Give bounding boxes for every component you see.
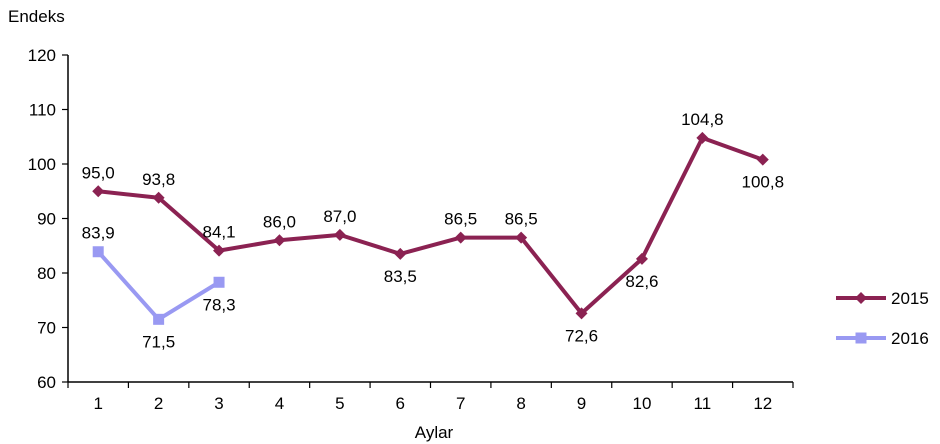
y-axis-title: Endeks (8, 7, 65, 26)
data-label: 100,8 (742, 173, 785, 192)
x-tick-label: 9 (577, 394, 586, 413)
data-label: 83,5 (384, 267, 417, 286)
legend-marker (855, 292, 867, 304)
legend: 2015 2016 (836, 289, 929, 348)
y-tick-label: 120 (28, 46, 56, 65)
legend-item: 2016 (836, 329, 929, 348)
data-label: 86,0 (263, 212, 296, 231)
y-tick-label: 60 (37, 373, 56, 392)
series-line (96, 250, 221, 322)
data-point (92, 185, 105, 198)
data-label: 87,0 (323, 207, 356, 226)
data-point (394, 247, 407, 260)
data-point (756, 153, 769, 166)
data-label: 95,0 (82, 163, 115, 182)
x-tick-label: 6 (396, 394, 405, 413)
x-tick-label: 8 (516, 394, 525, 413)
x-tick-label: 11 (694, 394, 712, 413)
series-2016 (92, 246, 225, 325)
legend-marker (855, 332, 867, 344)
data-point (152, 191, 165, 204)
data-point (515, 231, 528, 244)
data-labels: 95,0 93,8 84,1 86,0 87,0 83,5 86,5 86,5 72,6 82,6… (82, 110, 784, 351)
y-tick-label: 100 (28, 155, 56, 174)
series-line (97, 135, 764, 316)
data-label: 71,5 (142, 332, 175, 351)
y-tick-label: 80 (37, 264, 56, 283)
data-point (153, 313, 165, 325)
data-label: 83,9 (82, 224, 115, 243)
x-tick-label: 1 (93, 394, 102, 413)
x-axis-title: Aylar (415, 423, 454, 442)
data-label: 86,5 (505, 210, 538, 229)
x-tick-label: 5 (335, 394, 344, 413)
x-tick-label: 7 (456, 394, 465, 413)
data-point (696, 131, 709, 144)
x-tick-label: 10 (632, 394, 651, 413)
data-point (333, 228, 346, 241)
data-label: 78,3 (202, 295, 235, 314)
x-tick-label: 12 (753, 394, 772, 413)
data-point (635, 252, 648, 265)
y-tick-label: 110 (29, 101, 56, 120)
x-tick-label: 3 (214, 394, 223, 413)
data-label: 86,5 (444, 210, 477, 229)
legend-label: 2015 (891, 289, 929, 308)
legend-item: 2015 (836, 289, 929, 308)
x-tick-label: 2 (154, 394, 163, 413)
data-label: 72,6 (565, 326, 598, 345)
data-label: 84,1 (202, 223, 235, 242)
data-point (92, 246, 104, 258)
series-layer (92, 131, 769, 325)
x-tick-label: 4 (275, 394, 284, 413)
data-point (213, 276, 225, 288)
data-point (454, 231, 467, 244)
data-label: 93,8 (142, 170, 175, 189)
data-label: 104,8 (681, 110, 724, 129)
data-point (273, 234, 286, 247)
data-point (213, 244, 226, 257)
y-tick-label: 70 (37, 319, 56, 338)
series-2015 (92, 131, 769, 320)
data-label: 82,6 (625, 272, 658, 291)
data-point (575, 307, 588, 320)
y-tick-label: 90 (37, 210, 56, 229)
legend-label: 2016 (891, 329, 929, 348)
